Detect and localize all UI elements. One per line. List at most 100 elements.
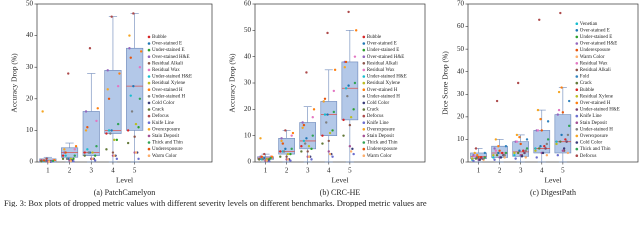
point xyxy=(559,11,562,15)
point xyxy=(348,145,352,148)
point xyxy=(301,126,304,129)
legend-label: Under-stained H&E xyxy=(580,108,620,113)
point xyxy=(566,151,570,155)
point xyxy=(110,15,113,18)
point xyxy=(483,151,487,155)
x-tick-label: 3 xyxy=(306,167,310,175)
point xyxy=(113,154,116,157)
legend-marker xyxy=(362,81,366,85)
legend-label: Stain Deposit xyxy=(367,134,395,139)
point xyxy=(492,154,495,157)
point xyxy=(258,158,261,161)
point xyxy=(476,154,479,157)
point xyxy=(322,100,325,103)
point xyxy=(84,129,88,132)
legend-marker xyxy=(147,108,151,111)
point xyxy=(349,116,353,119)
legend-marker xyxy=(575,55,579,58)
point xyxy=(559,140,562,143)
point xyxy=(306,150,309,153)
point xyxy=(95,145,98,148)
point xyxy=(64,151,67,154)
point xyxy=(524,156,527,159)
x-tick-label: 4 xyxy=(327,167,331,175)
point xyxy=(291,131,295,135)
legend-label: Over-stained E xyxy=(152,42,182,47)
legend-marker xyxy=(147,141,151,144)
point xyxy=(305,137,308,140)
point xyxy=(561,149,565,152)
point xyxy=(311,134,314,137)
point xyxy=(494,138,498,141)
point xyxy=(268,160,271,163)
legend-marker xyxy=(147,68,151,72)
legend-marker xyxy=(147,101,151,105)
point xyxy=(321,134,324,137)
x-tick-label: 1 xyxy=(46,167,50,175)
point xyxy=(269,156,272,160)
box xyxy=(320,101,338,136)
legend-marker xyxy=(575,75,579,78)
y-tick-label: 10 xyxy=(457,135,465,143)
box xyxy=(554,114,572,154)
point xyxy=(115,157,119,161)
point xyxy=(499,156,503,159)
point xyxy=(72,160,75,163)
point xyxy=(354,29,358,32)
point xyxy=(331,129,334,132)
point xyxy=(518,135,521,139)
point xyxy=(260,155,263,158)
point xyxy=(128,47,131,50)
legend-label: Cold Color xyxy=(367,101,390,106)
point xyxy=(42,159,46,162)
plot-frame xyxy=(467,3,639,163)
legend-marker xyxy=(362,75,366,78)
legend-label: Over-stained H xyxy=(152,88,183,93)
legend-marker xyxy=(362,128,366,131)
x-tick-label: 2 xyxy=(68,167,72,175)
legend-marker xyxy=(147,35,151,39)
legend-marker xyxy=(575,95,579,98)
x-axis-label: Level xyxy=(544,176,561,185)
legend-label: Residual Wax xyxy=(580,61,608,66)
legend-marker xyxy=(362,48,366,52)
y-tick-label: 0 xyxy=(30,158,34,166)
x-tick-label: 5 xyxy=(561,167,565,175)
point xyxy=(105,132,108,135)
legend-marker xyxy=(362,42,366,45)
point xyxy=(107,97,111,101)
point xyxy=(503,156,506,159)
point xyxy=(280,139,283,143)
legend-label: Over-stained H&E xyxy=(367,55,405,60)
legend-marker xyxy=(362,147,366,151)
point xyxy=(45,157,48,161)
point xyxy=(493,158,496,161)
y-axis-label: Accuracy Drop (%) xyxy=(228,53,237,113)
y-tick-label: 60 xyxy=(244,0,252,8)
legend-label: Cold Color xyxy=(152,101,175,106)
point xyxy=(138,97,142,101)
legend-label: Crack xyxy=(152,108,164,113)
y-tick-label: 30 xyxy=(244,79,252,87)
legend-marker xyxy=(362,68,366,72)
point xyxy=(560,133,563,137)
point xyxy=(325,121,328,124)
legend-label: Over-stained E xyxy=(580,28,610,33)
point xyxy=(307,155,311,158)
point xyxy=(307,145,311,148)
point xyxy=(105,148,108,151)
legend-marker xyxy=(362,134,366,138)
legend-marker xyxy=(147,134,151,138)
point xyxy=(342,118,345,122)
point xyxy=(310,158,313,161)
point xyxy=(137,157,140,161)
point xyxy=(513,151,516,155)
legend-label: Cold Color xyxy=(580,141,603,146)
point xyxy=(302,139,306,143)
legend-label: Under-stained H xyxy=(152,94,185,99)
legend-label: Defocus xyxy=(367,114,384,119)
point xyxy=(129,56,132,59)
point xyxy=(544,147,547,150)
point xyxy=(321,142,324,145)
point xyxy=(344,87,348,90)
